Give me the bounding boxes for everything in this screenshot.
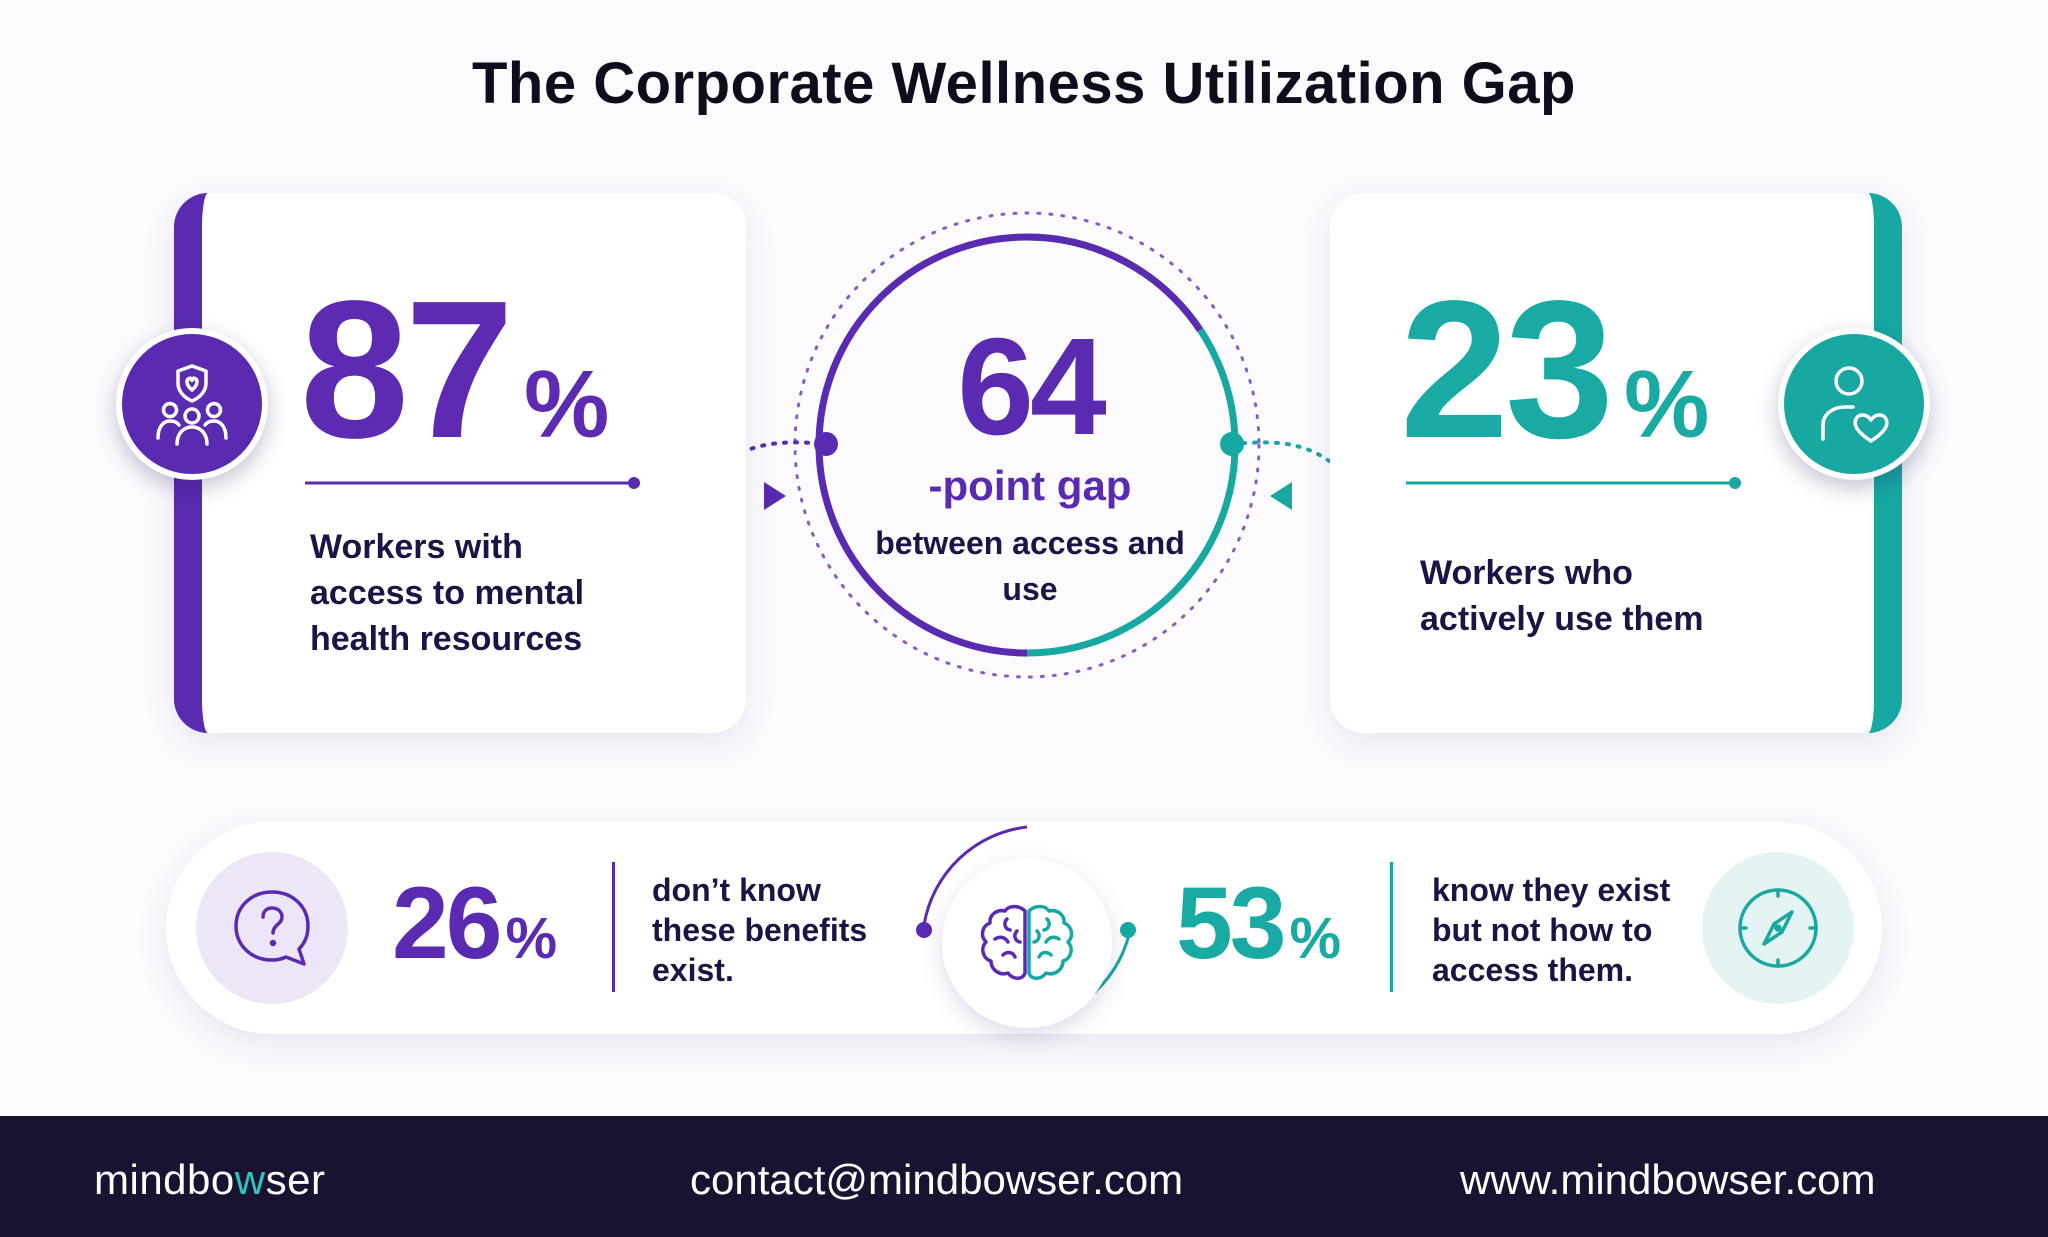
access-card bbox=[174, 193, 746, 733]
divider-left bbox=[612, 862, 615, 992]
outer-dotted-ring bbox=[793, 211, 1261, 679]
access-unit: % bbox=[524, 351, 610, 458]
unsure-unit: % bbox=[1289, 906, 1342, 971]
usage-card bbox=[1330, 193, 1902, 733]
brain-icon bbox=[942, 858, 1112, 1028]
website-link[interactable]: www.mindbowser.com bbox=[1460, 1156, 1876, 1203]
gap-value: 64 bbox=[957, 310, 1107, 464]
divider-right bbox=[1390, 862, 1393, 992]
access-value: 87 bbox=[300, 260, 514, 479]
usage-divider bbox=[1406, 477, 1741, 489]
person-heart-icon bbox=[1778, 328, 1930, 480]
contact-email[interactable]: contact@mindbowser.com bbox=[690, 1156, 1184, 1203]
footer bbox=[0, 1116, 2048, 1237]
unsure-description: know they exist but not how to access th… bbox=[1432, 872, 1671, 988]
unsure-stat: 53% bbox=[1176, 872, 1341, 974]
brand-logo: mindbowser bbox=[94, 1156, 326, 1203]
compass-icon bbox=[1702, 852, 1854, 1004]
left-arrow-icon bbox=[1270, 482, 1292, 510]
gap-description: between access and use bbox=[875, 525, 1185, 607]
unaware-stat: 26% bbox=[392, 872, 557, 974]
question-bubble-icon bbox=[196, 852, 348, 1004]
right-arrow-icon bbox=[764, 482, 786, 510]
team-shield-icon bbox=[116, 328, 268, 480]
unaware-value: 26 bbox=[392, 866, 502, 980]
access-description: Workers with access to mental health res… bbox=[310, 528, 585, 658]
gap-label: -point gap bbox=[928, 462, 1132, 509]
unaware-unit: % bbox=[505, 906, 558, 971]
page-title: The Corporate Wellness Utilization Gap bbox=[472, 51, 1576, 116]
usage-stat: 23% bbox=[1400, 272, 1709, 468]
access-stat: 87% bbox=[300, 272, 609, 468]
access-divider bbox=[305, 477, 640, 489]
usage-value: 23 bbox=[1400, 260, 1614, 479]
unsure-value: 53 bbox=[1176, 866, 1286, 980]
usage-description: Workers who actively use them bbox=[1420, 554, 1704, 638]
unaware-description: don’t know these benefits exist. bbox=[652, 872, 868, 988]
usage-unit: % bbox=[1624, 351, 1710, 458]
